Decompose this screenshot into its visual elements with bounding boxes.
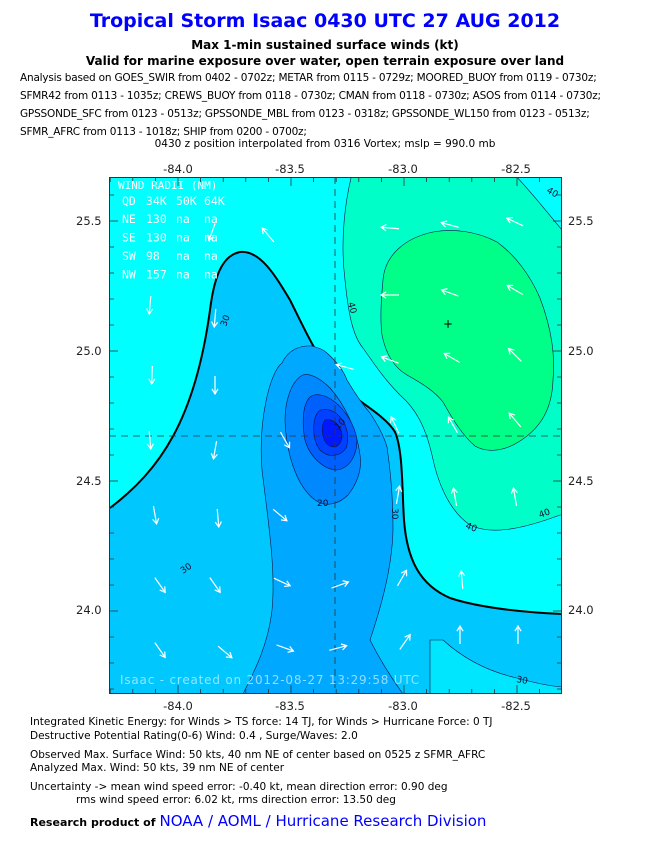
wind-vector-arrow-icon	[152, 506, 160, 526]
y-tick-label-right: 25.0	[568, 344, 594, 358]
wind-vector-arrow-icon	[389, 415, 400, 434]
wind-radii-row: NE 130 na na	[122, 212, 218, 226]
band-0-5	[321, 419, 343, 448]
rms-error-text: rms wind speed error: 6.02 kt, rms direc…	[76, 794, 396, 806]
wind-vector-arrow-icon	[148, 365, 156, 386]
wind-vector-arrow-icon	[514, 624, 522, 644]
wind-vector-arrow-icon	[276, 644, 295, 653]
wind-vector-arrow-icon	[279, 431, 291, 449]
footer-prefix: Research product of	[30, 816, 156, 829]
contour-label: 40	[538, 507, 552, 520]
subtitle: Max 1-min sustained surface winds (kt)	[191, 38, 459, 52]
analysis-line: GPSSONDE_SFC from 0123 - 0513z; GPSSONDE…	[20, 108, 590, 120]
x-tick-label-top: -84.0	[163, 162, 193, 176]
x-tick-label-bottom: -83.5	[275, 699, 305, 713]
wind-vector-arrow-icon	[379, 224, 400, 232]
wind-vector-arrow-icon	[211, 308, 219, 329]
position-note: 0430 z position interpolated from 0316 V…	[154, 138, 496, 150]
wind-vector-arrow-icon	[506, 284, 524, 296]
wind-vector-arrow-icon	[458, 569, 466, 590]
contour-label: 30	[389, 508, 399, 520]
band-30-35-bottom-right	[429, 639, 562, 694]
wind-vector-arrow-icon	[507, 347, 522, 362]
x-tick-label-bottom: -83.0	[388, 699, 418, 713]
wind-vector-arrow-icon	[380, 355, 399, 364]
wind-radii-header: QD 34K 50K 64K	[122, 194, 225, 208]
analysis-line: SFMR42 from 0113 - 1035z; CREWS_BUOY fro…	[20, 90, 601, 102]
wind-vector-arrow-icon	[440, 220, 459, 228]
wind-radii-row: NW 157 na na	[122, 268, 218, 282]
wind-vector-arrow-icon	[210, 441, 218, 461]
wind-vector-arrow-icon	[146, 430, 154, 451]
wind-vector-arrow-icon	[331, 580, 350, 589]
observed-max-text: Observed Max. Surface Wind: 50 kts, 40 n…	[30, 749, 486, 761]
ike-text: Integrated Kinetic Energy: for Winds > T…	[30, 716, 493, 728]
x-tick-label-bottom: -82.5	[501, 699, 531, 713]
wind-vector-arrow-icon	[217, 645, 233, 659]
contour-label: 30	[515, 675, 528, 687]
y-tick-label-right: 24.0	[568, 603, 594, 617]
wind-vector-arrow-icon	[209, 577, 221, 594]
wind-radii-row: SW 98 na na	[122, 249, 218, 263]
wind-vector-arrow-icon	[396, 569, 408, 587]
analyzed-max-text: Analyzed Max. Wind: 50 kts, 39 nm NE of …	[30, 762, 285, 774]
wind-vector-arrow-icon	[154, 642, 166, 659]
x-tick-label-bottom: -84.0	[163, 699, 193, 713]
wind-vector-arrow-icon	[447, 416, 459, 434]
wind-vector-arrow-icon	[207, 223, 216, 242]
x-tick-label-top: -82.5	[501, 162, 531, 176]
x-tick-label-top: -83.0	[388, 162, 418, 176]
wind-vector-arrow-icon	[211, 376, 219, 396]
wind-vector-arrow-icon	[272, 508, 288, 522]
dpr-text: Destructive Potential Rating(0-6) Wind: …	[30, 730, 358, 742]
wind-vector-arrow-icon	[329, 643, 348, 651]
wind-vector-arrow-icon	[335, 362, 354, 370]
wind-vector-arrow-icon	[508, 412, 522, 428]
wind-vector-arrow-icon	[261, 227, 275, 243]
y-tick-label-left: 24.5	[76, 474, 102, 488]
wind-vector-arrow-icon	[146, 295, 154, 316]
validity-note: Valid for marine exposure over water, op…	[85, 54, 565, 68]
wind-radii-title: WIND RADII (NM)	[118, 179, 217, 192]
wind-vector-arrow-icon	[214, 508, 222, 529]
band-20-25	[242, 345, 404, 694]
contour-label: 40	[345, 301, 358, 315]
y-tick-label-left: 24.0	[76, 603, 102, 617]
wind-vector-arrow-icon	[154, 577, 166, 594]
y-tick-label-left: 25.5	[76, 214, 102, 228]
wind-vector-arrow-icon	[505, 216, 524, 227]
y-tick-label-left: 25.0	[76, 344, 102, 358]
wind-vector-arrow-icon	[395, 484, 403, 504]
analysis-line: Analysis based on GOES_SWIR from 0402 - …	[20, 72, 597, 84]
contour-label: 20	[317, 499, 329, 509]
hrd-link[interactable]: NOAA / AOML / Hurricane Research Divisio…	[159, 812, 487, 830]
y-tick-label-right: 25.5	[568, 214, 594, 228]
analysis-line: SFMR_AFRC from 0113 - 1018z; SHIP from 0…	[20, 126, 307, 138]
wind-vector-arrow-icon	[399, 633, 411, 650]
wind-vector-arrow-icon	[379, 291, 399, 299]
wind-vector-arrow-icon	[443, 352, 461, 364]
x-tick-label-top: -83.5	[275, 162, 305, 176]
contour-label: 40	[464, 521, 478, 534]
uncertainty-text: Uncertainty -> mean wind speed error: -0…	[30, 781, 448, 793]
wind-vector-arrow-icon	[450, 486, 458, 506]
wind-radii-row: SE 130 na na	[122, 231, 218, 245]
page-title: Tropical Storm Isaac 0430 UTC 27 AUG 201…	[89, 10, 561, 32]
wind-vector-arrow-icon	[273, 577, 292, 588]
watermark: Isaac - created on 2012-08-27 13:29:58 U…	[120, 673, 420, 687]
wind-vector-arrow-icon	[510, 486, 518, 506]
footer: Research product of NOAA / AOML / Hurrica…	[30, 812, 486, 830]
contour-label: 30	[219, 314, 232, 328]
y-tick-label-right: 24.5	[568, 474, 594, 488]
max-wind-marker: +	[443, 317, 453, 331]
wind-radii-table: WIND RADII (NM) QD 34K 50K 64K NE 130 na na SE 1…	[118, 179, 225, 282]
wind-vector-arrow-icon	[456, 624, 464, 644]
wind-vector-arrow-icon	[440, 288, 459, 297]
